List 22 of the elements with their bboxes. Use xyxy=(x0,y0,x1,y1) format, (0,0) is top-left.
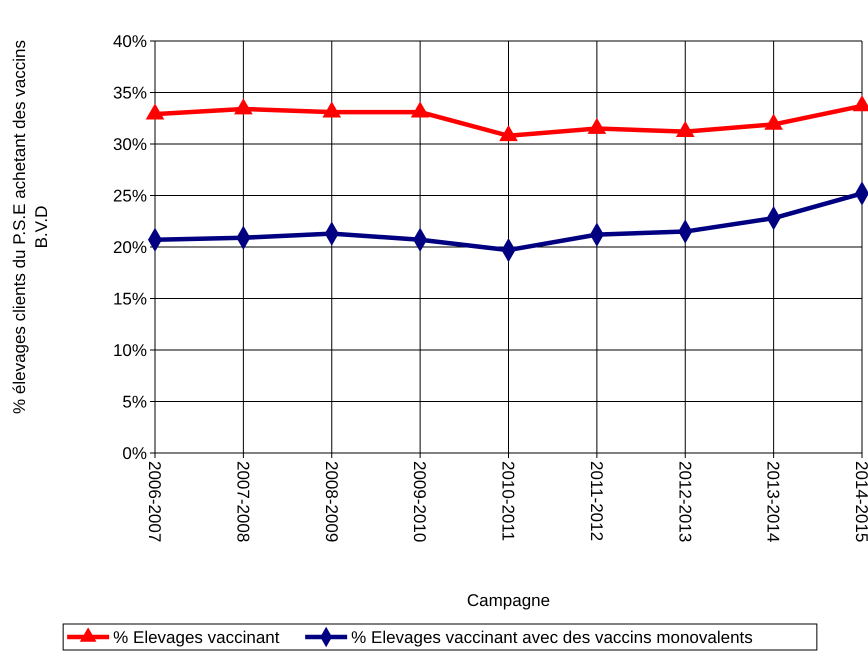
legend-label: % Elevages vaccinant xyxy=(113,628,280,647)
y-tick-label: 10% xyxy=(112,340,147,360)
x-tick-label: 2006-2007 xyxy=(145,461,164,542)
x-tick-label: 2013-2014 xyxy=(764,461,783,542)
y-axis-title: % élevages clients du P.S.E achetant des vaccins B.V.D xyxy=(10,40,51,414)
y-tick-label: 30% xyxy=(112,134,147,154)
y-tick-label: 35% xyxy=(112,83,147,102)
y-tick-label: 40% xyxy=(112,32,147,51)
y-tick-label: 25% xyxy=(112,186,147,206)
legend-label: % Elevages vaccinant avec des vaccins monovalents xyxy=(351,628,753,647)
y-tick-label: 20% xyxy=(112,238,147,257)
y-tick-label: 5% xyxy=(122,392,147,412)
x-tick-label: 2009-2010 xyxy=(410,461,430,542)
x-tick-label: 2007-2008 xyxy=(233,461,252,542)
x-tick-label: 2012-2013 xyxy=(675,461,694,542)
x-axis-title: Campagne xyxy=(466,591,550,610)
y-tick-label: 15% xyxy=(112,289,147,308)
x-tick-label: 2014-2015 xyxy=(852,461,868,542)
x-tick-label: 2011-2012 xyxy=(586,461,606,542)
y-tick-label: 0% xyxy=(122,444,147,463)
x-tick-label: 2010-2011 xyxy=(498,461,518,542)
x-tick-label: 2008-2009 xyxy=(322,461,341,542)
